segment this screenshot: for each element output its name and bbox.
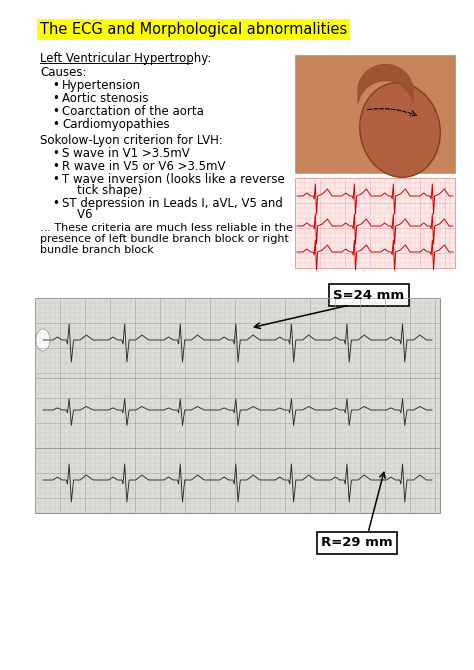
FancyBboxPatch shape xyxy=(295,178,455,268)
Text: Coarctation of the aorta: Coarctation of the aorta xyxy=(62,105,204,118)
Text: T wave inversion (looks like a reverse: T wave inversion (looks like a reverse xyxy=(62,173,285,186)
Ellipse shape xyxy=(36,329,50,351)
Text: •: • xyxy=(52,79,59,92)
Text: ST depression in Leads I, aVL, V5 and: ST depression in Leads I, aVL, V5 and xyxy=(62,197,283,210)
FancyBboxPatch shape xyxy=(295,55,455,173)
FancyBboxPatch shape xyxy=(329,284,409,306)
Text: S=24 mm: S=24 mm xyxy=(333,289,405,302)
Text: Left Ventricular Hypertrophy:: Left Ventricular Hypertrophy: xyxy=(40,52,211,65)
Text: •: • xyxy=(52,118,59,131)
Text: The ECG and Morphological abnormalities: The ECG and Morphological abnormalities xyxy=(40,22,347,37)
Text: S wave in V1 >3.5mV: S wave in V1 >3.5mV xyxy=(62,147,190,160)
FancyBboxPatch shape xyxy=(317,532,397,554)
Ellipse shape xyxy=(360,82,440,178)
Text: tick shape): tick shape) xyxy=(62,184,142,197)
Text: ... These criteria are much less reliable in the: ... These criteria are much less reliabl… xyxy=(40,223,293,233)
Text: •: • xyxy=(52,160,59,173)
Text: •: • xyxy=(52,173,59,186)
Text: •: • xyxy=(52,105,59,118)
Text: bundle branch block: bundle branch block xyxy=(40,245,154,255)
Text: Cardiomyopathies: Cardiomyopathies xyxy=(62,118,170,131)
Text: Hypertension: Hypertension xyxy=(62,79,141,92)
Text: Causes:: Causes: xyxy=(40,66,86,79)
Text: •: • xyxy=(52,197,59,210)
Text: Sokolow-Lyon criterion for LVH:: Sokolow-Lyon criterion for LVH: xyxy=(40,134,223,147)
Text: Aortic stenosis: Aortic stenosis xyxy=(62,92,148,105)
Text: R wave in V5 or V6 >3.5mV: R wave in V5 or V6 >3.5mV xyxy=(62,160,226,173)
Text: V6: V6 xyxy=(62,208,92,221)
Text: •: • xyxy=(52,92,59,105)
Text: R=29 mm: R=29 mm xyxy=(321,537,393,549)
Text: •: • xyxy=(52,147,59,160)
FancyBboxPatch shape xyxy=(35,298,440,513)
Text: presence of left bundle branch block or right: presence of left bundle branch block or … xyxy=(40,234,289,244)
